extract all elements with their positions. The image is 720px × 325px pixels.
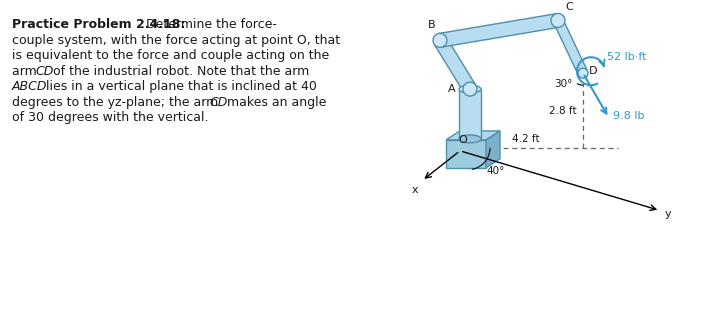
Circle shape xyxy=(578,68,588,78)
Text: 2.8 ft: 2.8 ft xyxy=(549,106,577,115)
Circle shape xyxy=(433,33,447,47)
Polygon shape xyxy=(554,18,588,75)
Text: B: B xyxy=(428,20,436,31)
Text: CD: CD xyxy=(35,65,53,78)
Text: lies in a vertical plane that is inclined at 40: lies in a vertical plane that is incline… xyxy=(42,80,317,93)
Text: C: C xyxy=(565,3,572,12)
Ellipse shape xyxy=(459,135,481,143)
Polygon shape xyxy=(486,131,500,168)
Text: 30°: 30° xyxy=(554,79,573,89)
Text: ABCD: ABCD xyxy=(12,80,48,93)
Text: 40°: 40° xyxy=(486,166,505,176)
Text: of 30 degrees with the vertical.: of 30 degrees with the vertical. xyxy=(12,111,209,124)
Text: arm: arm xyxy=(12,65,41,78)
Text: CD: CD xyxy=(209,96,228,109)
Circle shape xyxy=(463,82,477,96)
Text: A: A xyxy=(449,84,456,94)
Text: 4.2 ft: 4.2 ft xyxy=(512,134,539,144)
Polygon shape xyxy=(446,140,486,168)
Bar xyxy=(459,89,481,139)
Circle shape xyxy=(551,13,565,27)
Polygon shape xyxy=(434,37,476,93)
Text: couple system, with the force acting at point O, that: couple system, with the force acting at … xyxy=(12,34,340,47)
Text: D: D xyxy=(589,66,598,76)
Polygon shape xyxy=(438,14,559,47)
Text: O: O xyxy=(459,135,467,145)
Text: Practice Problem 2.4.18:: Practice Problem 2.4.18: xyxy=(12,19,185,32)
Text: 52 lb·ft: 52 lb·ft xyxy=(607,52,647,62)
Text: 9.8 lb: 9.8 lb xyxy=(613,111,644,121)
Text: y: y xyxy=(665,209,672,218)
Text: degrees to the yz-plane; the arm: degrees to the yz-plane; the arm xyxy=(12,96,222,109)
Text: is equivalent to the force and couple acting on the: is equivalent to the force and couple ac… xyxy=(12,49,329,62)
Text: x: x xyxy=(411,185,418,195)
Text: Determine the force-: Determine the force- xyxy=(142,19,277,32)
Ellipse shape xyxy=(459,85,481,93)
Text: makes an angle: makes an angle xyxy=(223,96,326,109)
Polygon shape xyxy=(446,131,500,140)
Text: of the industrial robot. Note that the arm: of the industrial robot. Note that the a… xyxy=(49,65,310,78)
